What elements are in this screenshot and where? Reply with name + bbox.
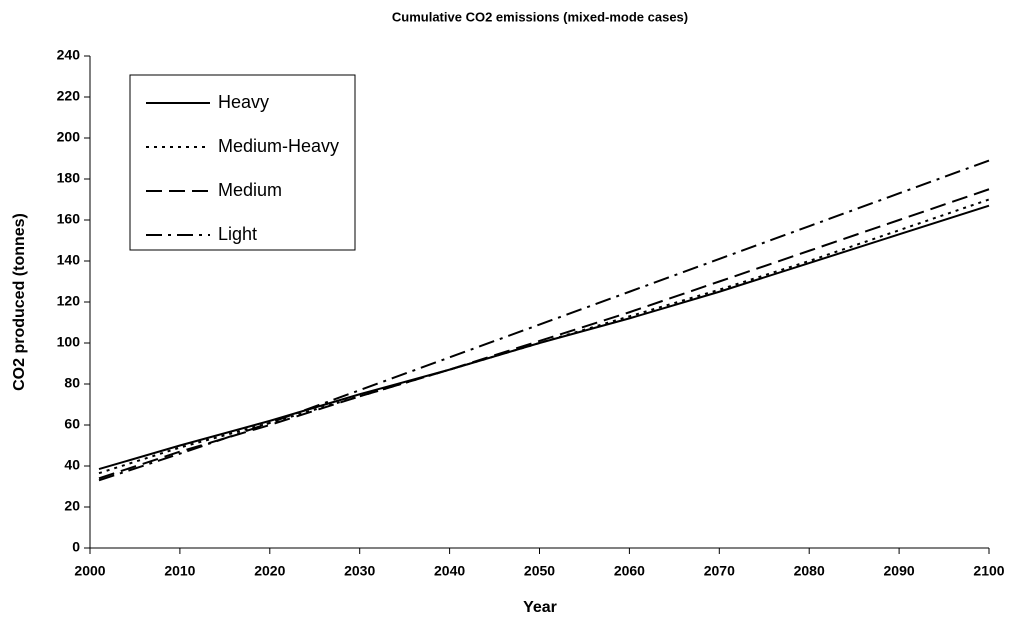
x-tick-label: 2020: [254, 563, 285, 579]
y-axis-label: CO2 produced (tonnes): [11, 213, 28, 391]
x-tick-label: 2000: [74, 563, 105, 579]
x-axis-label: Year: [523, 599, 557, 616]
x-tick-label: 2030: [344, 563, 375, 579]
line-series: [98, 204, 990, 471]
x-tick-label: 2080: [794, 563, 825, 579]
x-tick-label: 2070: [704, 563, 735, 579]
y-tick-label: 40: [64, 457, 80, 473]
y-tick-label: 80: [64, 375, 80, 391]
legend-label: Medium-Heavy: [218, 136, 339, 156]
y-tick-label: 0: [72, 539, 80, 555]
x-tick-label: 2040: [434, 563, 465, 579]
y-tick-label: 220: [57, 88, 81, 104]
legend: [129, 74, 356, 251]
legend-label: Medium: [218, 180, 282, 200]
y-tick-label: 200: [57, 129, 81, 145]
legend-label: Light: [218, 224, 257, 244]
y-tick-label: 100: [57, 334, 81, 350]
x-tick-label: 2060: [614, 563, 645, 579]
y-tick-label: 180: [57, 170, 81, 186]
y-tick-label: 160: [57, 211, 81, 227]
y-tick-label: 140: [57, 252, 81, 268]
x-tick-label: 2100: [973, 563, 1004, 579]
line-series: [98, 159, 990, 482]
y-tick-label: 20: [64, 498, 80, 514]
x-tick-label: 2050: [524, 563, 555, 579]
y-tick-label: 60: [64, 416, 80, 432]
y-tick-label: 120: [57, 293, 81, 309]
x-tick-label: 2090: [884, 563, 915, 579]
y-tick-label: 240: [57, 47, 81, 63]
legend-label: Heavy: [218, 92, 269, 112]
x-tick-label: 2010: [164, 563, 195, 579]
chart-title: Cumulative CO2 emissions (mixed-mode cas…: [392, 9, 688, 24]
